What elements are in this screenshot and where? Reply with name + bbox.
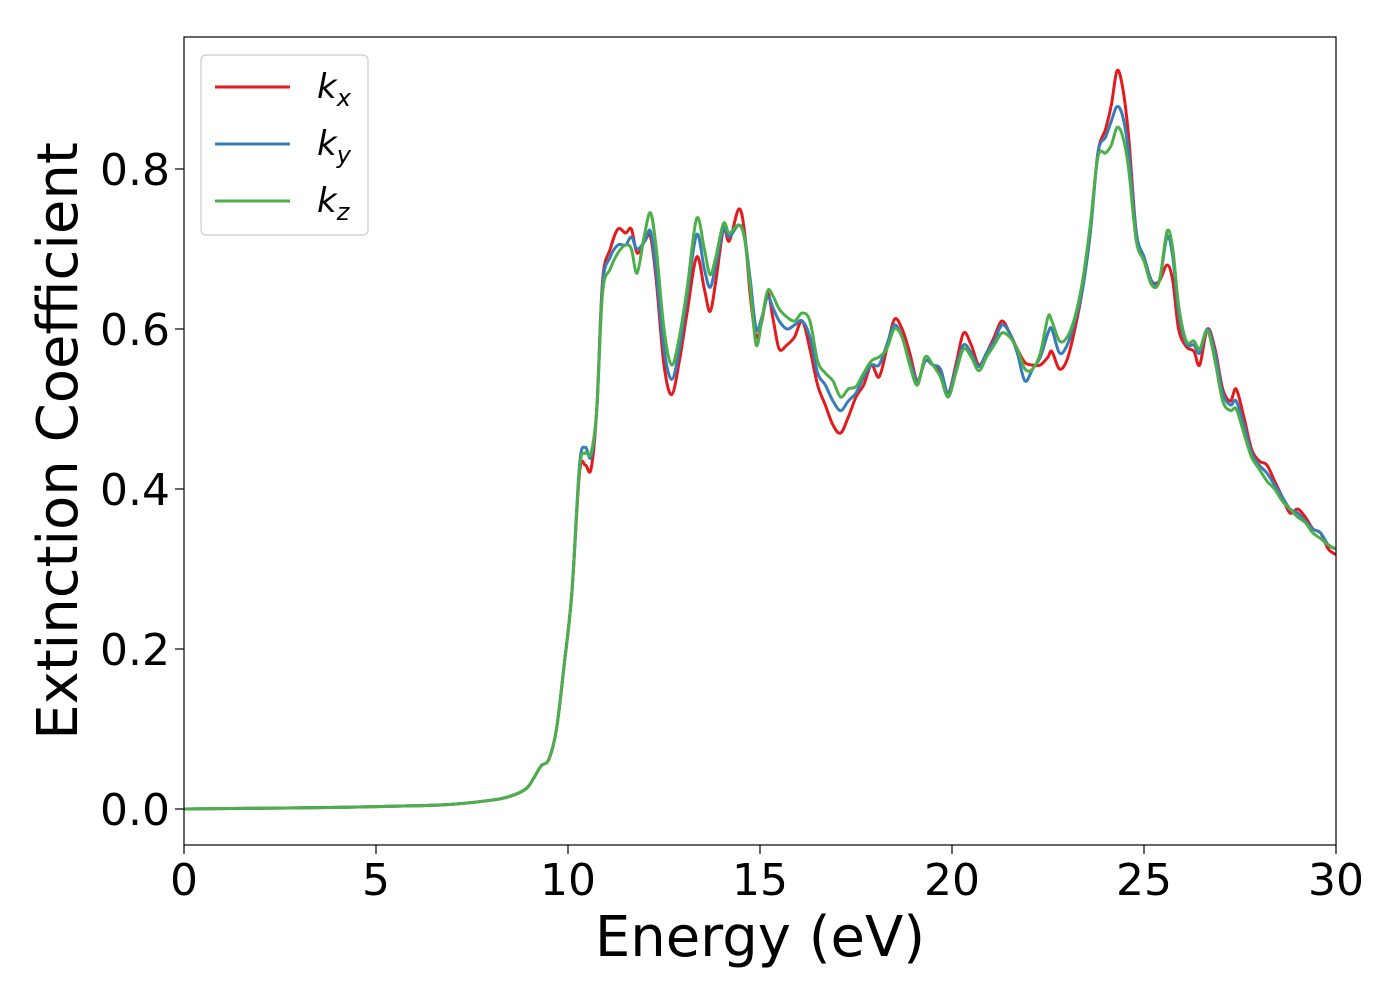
x-axis: 0 5 10 15 20 25 30 xyxy=(170,845,1364,906)
y-tick-label: 0.6 xyxy=(100,305,170,356)
legend-label-k-x: kx xyxy=(317,67,352,112)
series-layer xyxy=(184,68,1336,811)
y-tick-label: 0.4 xyxy=(100,465,170,516)
x-tick-label: 25 xyxy=(1116,855,1172,906)
y-axis: 0.0 0.2 0.4 0.6 0.8 xyxy=(100,145,184,836)
x-tick-label: 10 xyxy=(540,855,596,906)
legend-label-k-y: ky xyxy=(317,124,352,169)
x-tick-label: 5 xyxy=(362,855,390,906)
x-axis-title: Energy (eV) xyxy=(595,905,925,970)
series-line-k-x xyxy=(184,68,1336,811)
x-tick-label: 20 xyxy=(924,855,980,906)
y-tick-label: 0.8 xyxy=(100,145,170,196)
x-tick-label: 30 xyxy=(1308,855,1364,906)
y-axis-title: Extinction Coefficient xyxy=(26,142,91,740)
y-tick-label: 0.0 xyxy=(100,785,170,836)
series-line-k-z xyxy=(184,125,1336,811)
y-tick-label: 0.2 xyxy=(100,625,170,676)
x-tick-label: 15 xyxy=(732,855,788,906)
x-tick-label: 0 xyxy=(170,855,198,906)
